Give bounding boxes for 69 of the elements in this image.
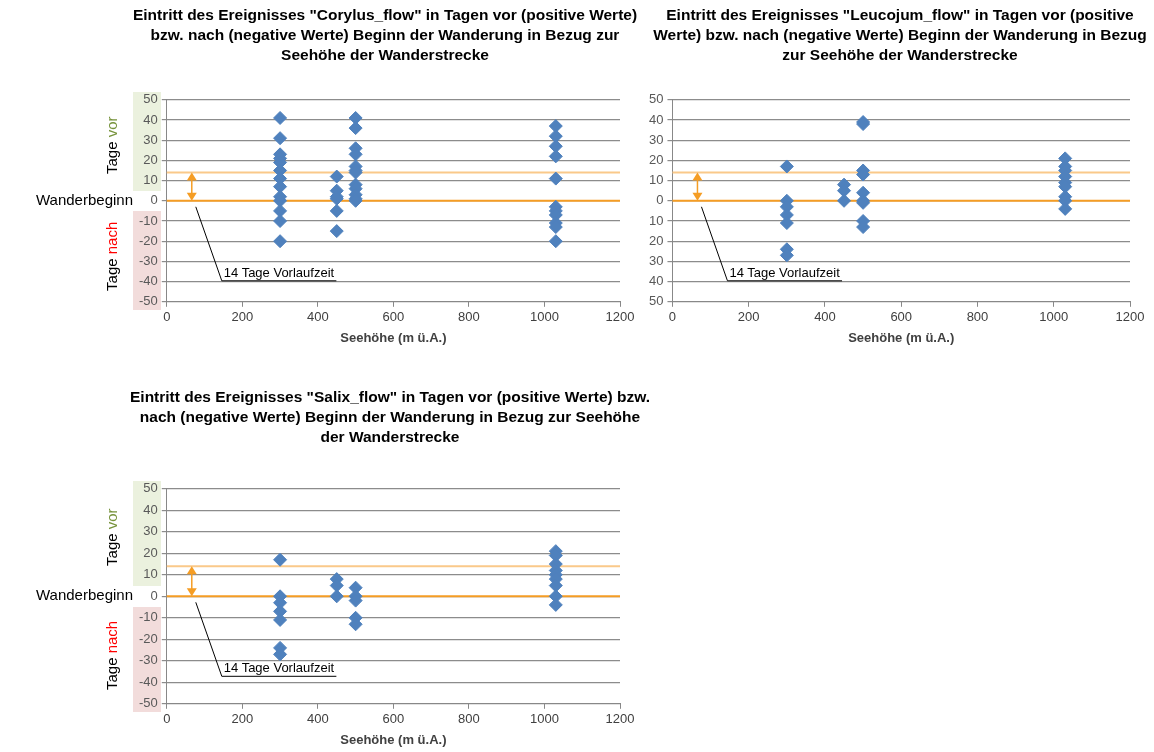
ref-line-label: Wanderbeginn xyxy=(35,586,133,604)
y-tick-label: -50 xyxy=(138,293,158,309)
y-tick-label: -40 xyxy=(138,273,158,289)
x-tick-label: 1200 xyxy=(605,309,635,325)
ref-line-label: Wanderbeginn xyxy=(35,190,133,208)
text: Tage vor xyxy=(103,508,121,566)
y-tick-label: 0 xyxy=(150,192,158,208)
y-tick-label: -20 xyxy=(138,232,158,248)
x-tick-label: 800 xyxy=(966,309,989,325)
y-tick-label: 50 xyxy=(648,293,664,309)
annotation: 14 Tage Vorlaufzeit xyxy=(223,660,335,676)
y-tick-label: 40 xyxy=(648,273,664,289)
y-tick-label: 30 xyxy=(648,252,664,268)
x-tick-label: 200 xyxy=(231,711,254,727)
y-tick-label: 20 xyxy=(143,151,158,167)
x-tick-label: 400 xyxy=(814,309,836,325)
y-tick-label: -10 xyxy=(138,609,158,625)
y-tick-label: 20 xyxy=(648,232,664,248)
x-tick-label: 600 xyxy=(382,309,405,325)
y-tick-label: 10 xyxy=(143,172,158,188)
y-tick-label: -20 xyxy=(138,630,158,646)
y-tick-label: 30 xyxy=(648,131,664,147)
annotation: 14 Tage Vorlaufzeit xyxy=(729,264,841,280)
x-axis-title: Seehöhe (m ü.A.) xyxy=(340,329,447,345)
y-tick-label: -30 xyxy=(138,252,158,268)
y-tick-label: 40 xyxy=(143,501,158,517)
y-tick-label: 50 xyxy=(143,480,158,496)
y-tick-label: -50 xyxy=(138,695,158,711)
text: Tage nach xyxy=(103,620,121,691)
y-tick-label: 0 xyxy=(150,587,158,603)
chart-title: Eintritt des Ereignisses "Leucojum_flow" in Tagen vor (positive Werte) bzw. nach (negative Werte) Beginn der Wanderung in Bezug zur Seehöhe der Wanderstrecke xyxy=(652,5,1148,65)
x-tick-label: 1200 xyxy=(1115,309,1145,325)
x-tick-label: 200 xyxy=(737,309,760,325)
chart-title: Eintritt des Ereignisses "Salix_flow" in Tagen vor (positive Werte) bzw. nach (negative Werte) Beginn der Wanderung in Bezug zur Seehöhe der Wanderstrecke xyxy=(130,387,650,447)
y-tick-label: -10 xyxy=(138,212,158,228)
x-tick-label: 800 xyxy=(458,711,480,727)
annotation: 14 Tage Vorlaufzeit xyxy=(223,264,335,280)
y-tick-label: 10 xyxy=(648,172,664,188)
x-tick-label: 0 xyxy=(163,711,171,727)
y-tick-label: 40 xyxy=(143,111,158,127)
x-tick-label: 1200 xyxy=(605,711,635,727)
y-tick-label: 20 xyxy=(143,544,158,560)
x-tick-label: 0 xyxy=(668,309,677,325)
x-tick-label: 0 xyxy=(163,309,171,325)
x-tick-label: 800 xyxy=(458,309,480,325)
y-tick-label: 40 xyxy=(648,111,664,127)
y-tick-label: -30 xyxy=(138,652,158,668)
text: Tage vor xyxy=(103,116,121,175)
y-tick-label: 50 xyxy=(143,91,158,107)
y-tick-label: 10 xyxy=(648,212,664,228)
y-tick-label: 50 xyxy=(648,91,664,107)
y-tick-label: 0 xyxy=(656,192,664,208)
y-tick-label: 10 xyxy=(143,566,158,582)
x-tick-label: 1000 xyxy=(1039,309,1069,325)
y-tick-label: 30 xyxy=(143,523,158,539)
x-tick-label: 1000 xyxy=(530,711,559,727)
x-tick-label: 400 xyxy=(307,711,329,727)
y-tick-label: 20 xyxy=(648,151,664,167)
text: Tage nach xyxy=(103,221,121,291)
x-tick-label: 600 xyxy=(890,309,913,325)
x-axis-title: Seehöhe (m ü.A.) xyxy=(848,329,955,345)
x-tick-label: 200 xyxy=(231,309,254,325)
y-tick-label: 30 xyxy=(143,131,158,147)
x-axis-title: Seehöhe (m ü.A.) xyxy=(340,731,447,747)
y-tick-label: -40 xyxy=(138,673,158,689)
x-tick-label: 400 xyxy=(307,309,329,325)
x-tick-label: 600 xyxy=(382,711,405,727)
chart-title: Eintritt des Ereignisses "Corylus_flow" in Tagen vor (positive Werte) bzw. nach (negative Werte) Beginn der Wanderung in Bezug zur Seehöhe der Wanderstrecke xyxy=(131,5,639,65)
x-tick-label: 1000 xyxy=(530,309,559,325)
